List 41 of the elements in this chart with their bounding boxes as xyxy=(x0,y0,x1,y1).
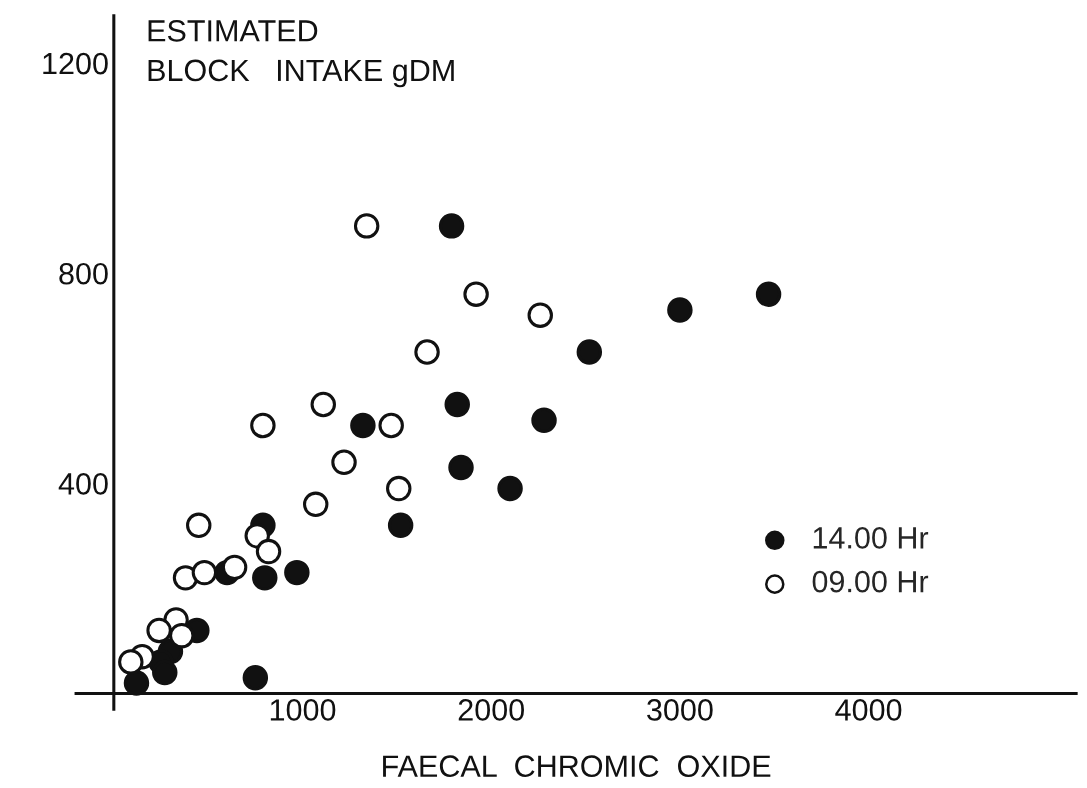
point xyxy=(444,391,470,418)
point xyxy=(527,302,553,328)
point xyxy=(169,622,195,649)
point xyxy=(667,297,693,323)
point xyxy=(191,559,218,586)
point xyxy=(146,617,172,644)
point xyxy=(353,213,380,239)
point xyxy=(221,554,248,581)
point xyxy=(414,339,440,365)
y-axis-title: ESTIMATED BLOCK INTAKE gDM xyxy=(148,20,454,88)
y-tick-label: 1200 xyxy=(43,52,108,75)
point xyxy=(310,391,336,418)
point xyxy=(350,412,376,439)
point xyxy=(252,565,278,591)
point xyxy=(755,281,782,307)
y-tick-label: 800 xyxy=(59,262,108,285)
x-axis-title: FAECAL CHROMIC OXIDE xyxy=(383,755,771,778)
point xyxy=(331,449,357,476)
x-tick-label: 3000 xyxy=(647,699,713,721)
point xyxy=(250,412,276,439)
point xyxy=(255,538,282,565)
point xyxy=(531,407,557,433)
point xyxy=(448,454,474,481)
point xyxy=(378,412,404,439)
x-tick-label: 2000 xyxy=(458,699,524,721)
x-tick-label: 4000 xyxy=(835,699,902,721)
point xyxy=(576,339,603,365)
point xyxy=(497,475,523,502)
point xyxy=(438,213,465,239)
point xyxy=(242,664,269,691)
point xyxy=(118,649,144,675)
point xyxy=(284,559,310,586)
legend-label: 09.00 Hr xyxy=(812,570,929,593)
x-tick-label: 1000 xyxy=(270,699,336,721)
point xyxy=(463,281,489,307)
point xyxy=(302,491,329,518)
point xyxy=(186,512,212,539)
point xyxy=(386,475,412,502)
legend-label: 14.00 Hr xyxy=(813,527,929,549)
y-tick-label: 400 xyxy=(58,473,108,495)
point xyxy=(387,512,414,539)
